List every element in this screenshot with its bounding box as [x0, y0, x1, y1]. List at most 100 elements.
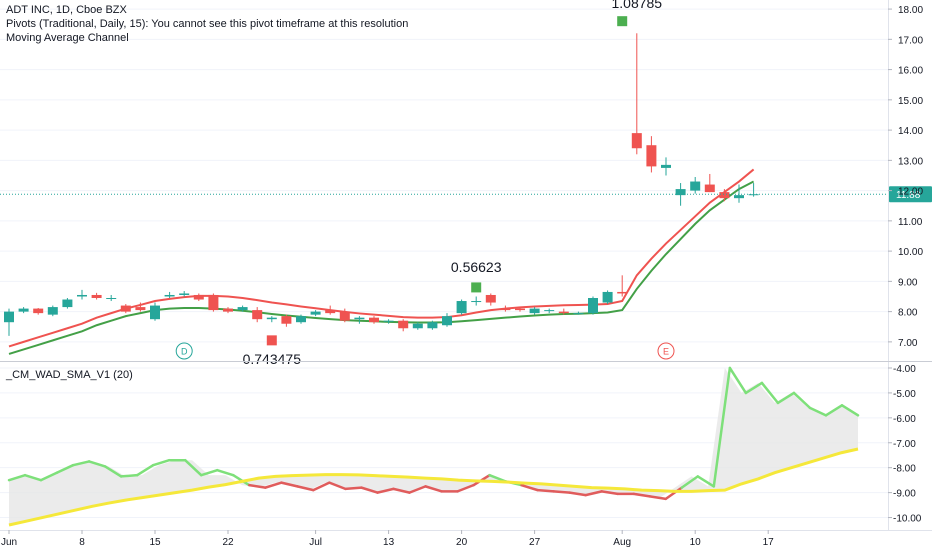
price-axis-label: 15.00: [898, 96, 923, 107]
candle-body: [223, 308, 233, 312]
wad-line-segment: [376, 487, 395, 494]
wad-line-segment: [728, 366, 748, 395]
wad-line-segment: [296, 485, 315, 492]
candle-body: [135, 307, 146, 311]
symbol-legend[interactable]: ADT INC, 1D, Cboe BZX: [6, 4, 127, 16]
wad-line-segment: [344, 486, 363, 491]
wad-line-segment: [600, 490, 619, 496]
pivot-high-marker: [471, 282, 482, 293]
price-axis-label: 8.00: [898, 308, 918, 319]
wad-axis-label: -4.00: [893, 364, 916, 375]
price-axis-label: 9.00: [898, 277, 918, 288]
wad-line-segment: [408, 485, 427, 494]
candle-body: [62, 299, 73, 308]
wad-line-segment: [632, 492, 652, 498]
date-axis-label: 10: [690, 537, 702, 548]
date-axis[interactable]: Jun 8 15 22 Jul 13 20 27 Aug 10 17: [1, 530, 774, 548]
candle-body: [179, 293, 190, 295]
candle-body: [193, 294, 204, 300]
wad-axis-label: -8.00: [893, 464, 916, 475]
candle-body: [4, 311, 14, 323]
event-marker-d[interactable]: D: [175, 342, 193, 360]
pivot-annotation-label: 0.56623: [451, 259, 502, 275]
candle-body: [77, 294, 87, 297]
candle-body: [675, 189, 686, 196]
candle-body: [544, 310, 555, 312]
event-letter: D: [181, 347, 188, 357]
candle-body: [734, 195, 744, 199]
candle-body: [558, 311, 569, 314]
wad-line-segment: [520, 483, 539, 492]
candle-body: [661, 164, 671, 168]
date-axis-label: 17: [763, 537, 775, 548]
wad-line-segment: [248, 483, 267, 489]
candle-body: [252, 310, 263, 320]
wad-line-segment: [135, 463, 155, 477]
candle-body: [383, 320, 394, 322]
candle-body: [266, 317, 277, 320]
price-axis[interactable]: 18.00 17.00 16.00 15.00 14.00 13.00 12.00 11.00…: [888, 5, 923, 349]
wad-line-segment: [199, 468, 219, 477]
date-axis-label: 8: [79, 537, 85, 548]
candle-body: [690, 181, 701, 191]
wad-line-segment: [23, 473, 43, 482]
wad-line-segment: [392, 487, 411, 494]
pivots-legend[interactable]: Pivots (Traditional, Daily, 15): You can…: [6, 18, 409, 30]
candle-body: [398, 320, 409, 329]
wad-line-segment: [840, 404, 860, 417]
candle-body: [150, 305, 160, 320]
date-axis-label: Jun: [1, 537, 17, 548]
mac-legend[interactable]: Moving Average Channel: [6, 32, 129, 44]
wad-line-segment: [824, 404, 844, 417]
wad-axis-label: -9.00: [893, 489, 916, 500]
event-circle: [657, 342, 675, 360]
candle-body: [631, 133, 642, 149]
wad-line-segment: [680, 475, 700, 489]
candle-body: [515, 308, 525, 311]
wad-line-segment: [712, 366, 732, 488]
wad-line-segment: [792, 391, 812, 410]
candle-body: [296, 316, 306, 323]
candle-body: [646, 145, 657, 167]
date-axis-label: 15: [149, 537, 161, 548]
candle-body: [573, 313, 584, 315]
price-axis-label: 10.00: [898, 247, 923, 258]
candle-body: [471, 301, 482, 303]
price-axis-label: 18.00: [898, 5, 923, 16]
pivot-low-marker: [266, 335, 277, 346]
candle-body: [208, 294, 219, 311]
wad-line-segment: [151, 458, 171, 467]
price-axis-label: 11.00: [898, 217, 923, 228]
candle-body: [617, 291, 628, 294]
candle-body: [442, 316, 452, 326]
date-axis-label: 13: [383, 537, 395, 548]
pivot-high-marker: [617, 16, 628, 27]
wad-line-segment: [696, 475, 716, 488]
annotations: 1.08785 0.56623 0.743475: [243, 0, 663, 367]
event-circle: [175, 342, 193, 360]
candle-body: [339, 311, 350, 321]
candle-body: [106, 298, 117, 300]
wad-legend[interactable]: _CM_WAD_SMA_V1 (20): [6, 369, 133, 381]
wad-line-segment: [776, 391, 796, 405]
price-axis-label: 12.00: [898, 187, 923, 198]
wad-line-segment: [648, 495, 668, 501]
candle-body: [588, 298, 598, 314]
candle-body: [456, 301, 467, 314]
event-marker-e[interactable]: E: [657, 342, 675, 360]
wad-axis[interactable]: -4.00 -5.00 -6.00 -7.00 -8.00 -9.00 -10.00: [888, 364, 922, 525]
wad-line-segment: [215, 468, 235, 477]
wad-line-segment: [584, 490, 603, 497]
wad-line-segment: [456, 483, 475, 493]
candle-body: [325, 310, 336, 314]
candle-body: [47, 307, 58, 315]
last-price-label: 11.88: [896, 190, 921, 201]
last-price-badge: [889, 186, 932, 203]
wad-fill-area: [9, 367, 858, 526]
candle-body: [281, 316, 292, 324]
wad-axis-label: -10.00: [893, 514, 922, 525]
pivot-annotation-label: 0.743475: [243, 351, 302, 367]
wad-line-segment: [119, 473, 139, 478]
